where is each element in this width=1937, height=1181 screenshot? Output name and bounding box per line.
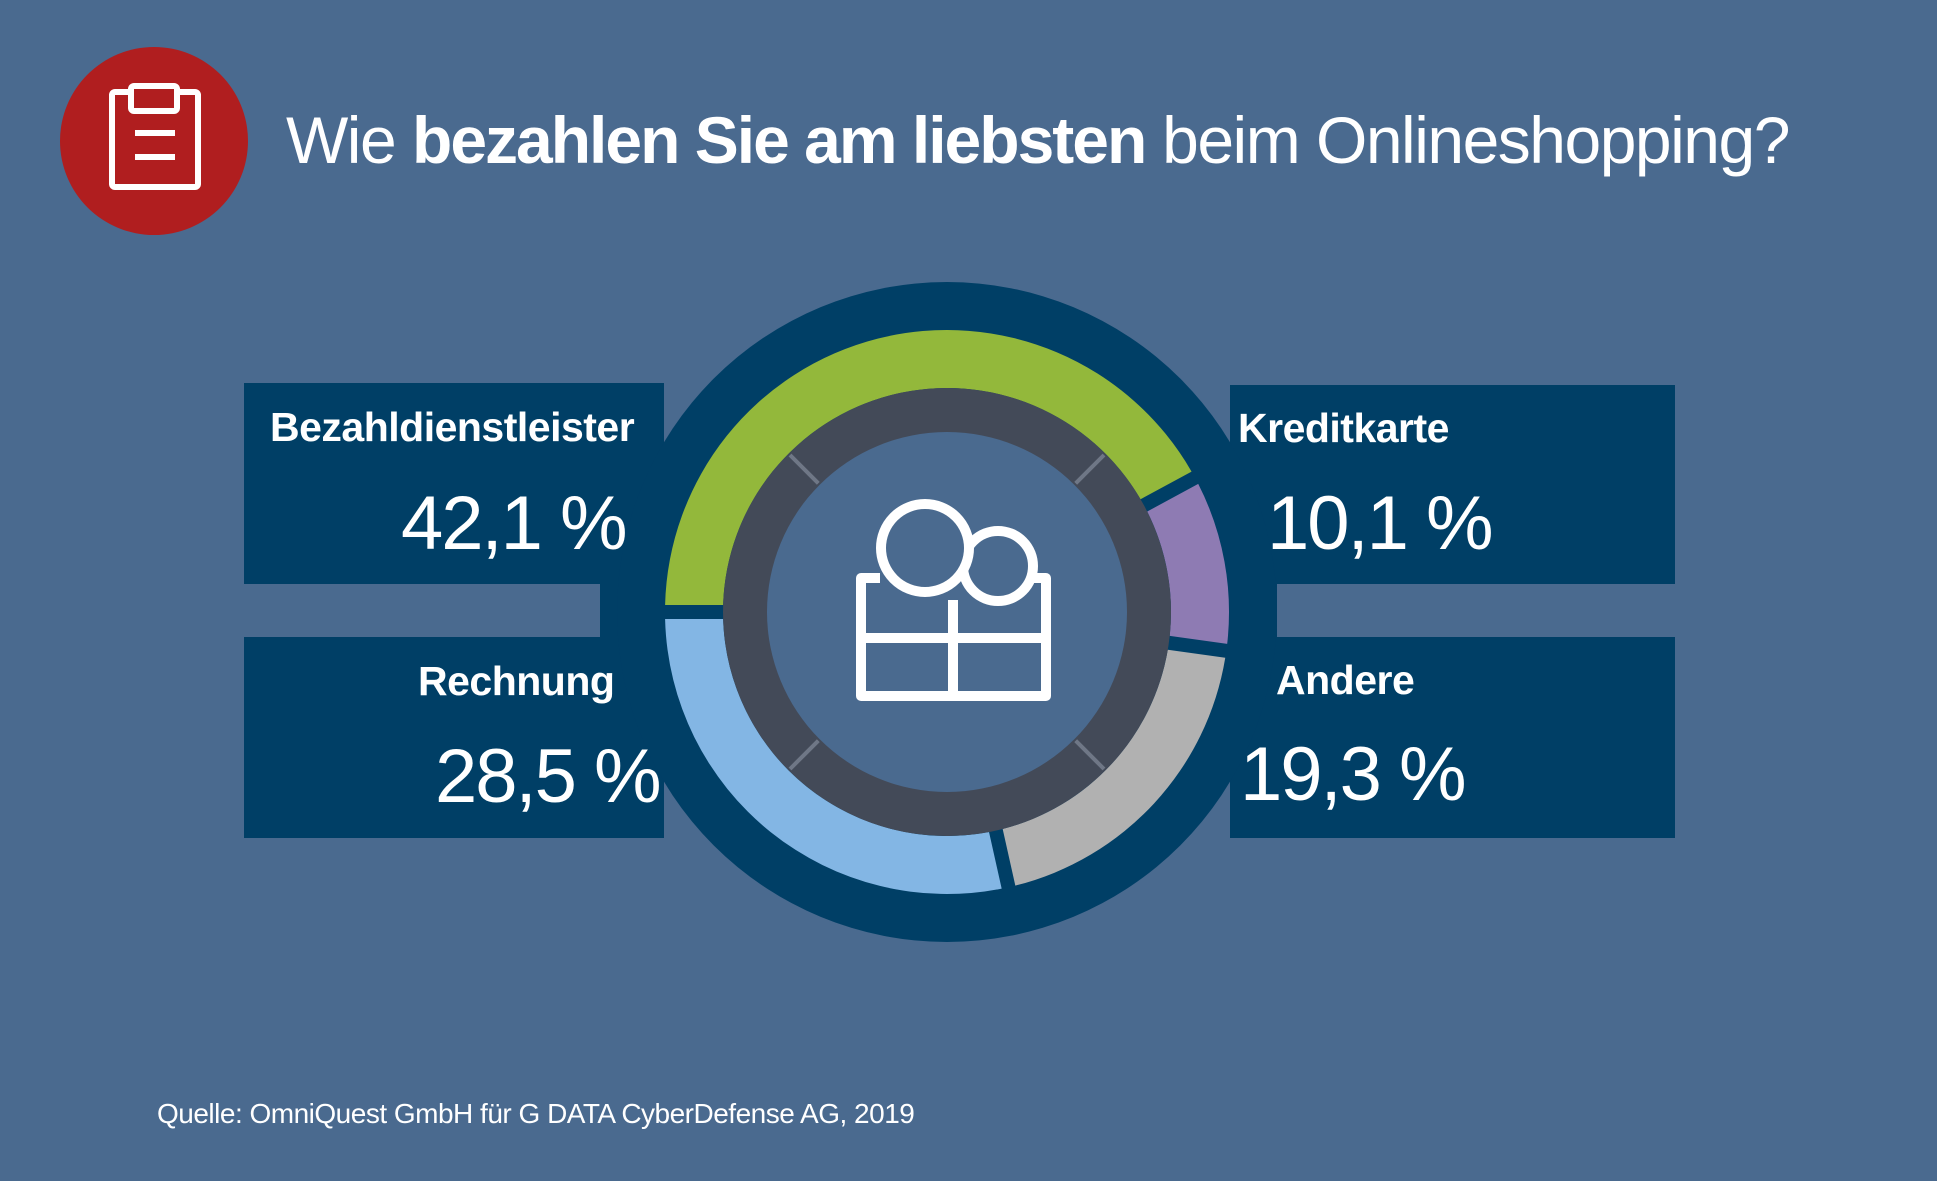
donut-slice-kreditkarte bbox=[1147, 483, 1229, 644]
panel-top-left bbox=[244, 383, 664, 584]
title-prefix: Wie bbox=[286, 103, 412, 177]
page-title: Wie bezahlen Sie am liebsten beim Online… bbox=[286, 100, 1790, 180]
inner-ring-ticks bbox=[788, 453, 1106, 771]
label-rechnung: Rechnung bbox=[418, 658, 615, 704]
source-note: Quelle: OmniQuest GmbH für G DATA CyberD… bbox=[157, 1098, 915, 1129]
label-kreditkarte: Kreditkarte bbox=[1238, 405, 1449, 451]
ring-tick bbox=[788, 453, 820, 485]
panel-bottom-right bbox=[1230, 637, 1675, 838]
label-andere: Andere bbox=[1276, 657, 1415, 703]
ring-tick bbox=[1074, 453, 1106, 485]
panel-top-right bbox=[1230, 385, 1675, 584]
donut-hole bbox=[767, 432, 1127, 792]
ring-tick bbox=[788, 739, 820, 771]
value-kreditkarte: 10,1 % bbox=[1267, 481, 1494, 566]
coins-and-box-icon bbox=[856, 499, 1051, 701]
clipboard-badge bbox=[60, 47, 248, 235]
value-andere: 19,3 % bbox=[1240, 732, 1467, 817]
title-bold: bezahlen Sie am liebsten bbox=[412, 103, 1147, 177]
label-bezahldienstleister: Bezahldienstleister bbox=[270, 404, 635, 450]
donut-slices bbox=[665, 329, 1229, 894]
donut-slice-bezahldienstleister bbox=[665, 329, 1192, 606]
title-suffix: beim Onlineshopping? bbox=[1145, 103, 1790, 177]
ring-tick bbox=[1074, 739, 1106, 771]
value-rechnung: 28,5 % bbox=[435, 734, 662, 819]
panel-bottom-left bbox=[244, 637, 664, 838]
badge-circle bbox=[60, 47, 248, 235]
value-bezahldienstleister: 42,1 % bbox=[401, 481, 628, 566]
clipboard-icon bbox=[109, 83, 201, 190]
donut-slice-andere bbox=[1002, 649, 1226, 886]
donut-slice-rechnung bbox=[665, 618, 1002, 894]
